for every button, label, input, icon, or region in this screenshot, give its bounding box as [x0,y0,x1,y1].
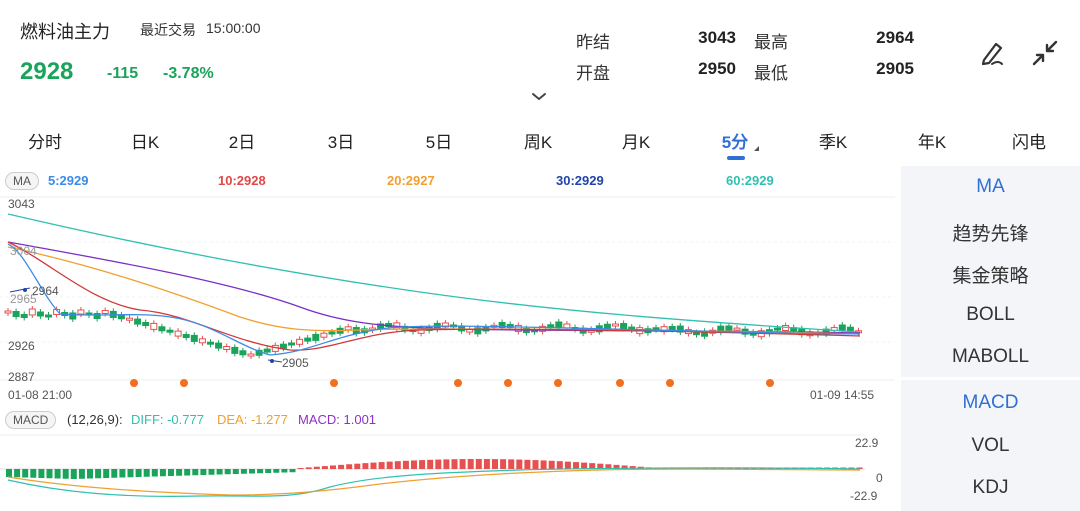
indicator-vol[interactable]: VOL [971,435,1010,456]
ma10-value: 10:2928 [218,173,266,188]
high-value: 2964 [876,28,914,47]
indicator-maboll[interactable]: MABOLL [951,346,1030,367]
high-marker-line [9,287,31,293]
tab-2day[interactable]: 2日 [228,133,256,152]
open-value: 2950 [698,59,736,78]
indicator-capital[interactable]: 集金策略 [952,266,1029,287]
sub-indicator-block [901,380,1080,511]
tab-day-k[interactable]: 日K [130,133,160,152]
tab-3day[interactable]: 3日 [327,133,355,152]
ma10-line [7,241,861,351]
draw-pen-icon[interactable] [978,38,1008,68]
macd-badge[interactable]: MACD [5,411,57,429]
indicator-macd[interactable]: MACD [962,392,1019,413]
y-label-3004: 3004 [10,244,37,258]
ma5-line [7,243,861,356]
tab-5min[interactable]: 5分 [721,133,749,152]
low-marker-label: 2905 [282,356,309,370]
chevron-down-icon[interactable] [531,92,547,102]
x-label-start: 01-08 21:00 [8,388,73,402]
main-indicator-block [901,166,1080,377]
active-tab-indicator [727,156,745,160]
prev-settle-value: 3043 [698,28,736,47]
macd-diff: DIFF: -0.777 [131,412,204,427]
tab-flash[interactable]: 闪电 [1012,133,1046,152]
y-label-bottom: 2887 [8,370,35,384]
quote-header: 燃料油主力 最近交易 15:00:00 2928 -115 -3.78% 昨结 … [0,0,1080,110]
indicator-trend[interactable]: 趋势先锋 [952,224,1029,245]
contract-title: 燃料油主力 [20,22,110,42]
macd-y-zero: 0 [876,471,883,485]
y-label-2926: 2926 [8,339,35,353]
macd-y-top: 22.9 [855,436,879,450]
ma20-value: 20:2927 [387,173,435,188]
tab-week-k[interactable]: 周K [523,133,553,152]
y-label-2965: 2965 [10,292,37,306]
indicator-kdj[interactable]: KDJ [972,477,1009,498]
open-label: 开盘 [576,64,610,83]
indicator-ma[interactable]: MA [976,176,1005,197]
low-value: 2905 [876,59,914,78]
indicator-boll[interactable]: BOLL [966,304,1015,325]
macd-params: (12,26,9): [67,412,123,427]
tab-fenshi[interactable]: 分时 [28,133,62,152]
ma60-line [7,213,861,333]
x-label-end: 01-09 14:55 [810,388,875,402]
low-label: 最低 [754,64,788,83]
ma5-value: 5:2929 [48,173,89,188]
price-change: -115 [107,65,139,82]
macd-value: MACD: 1.001 [298,412,377,427]
signal-dots [130,379,774,387]
tab-month-k[interactable]: 月K [621,133,651,152]
macd-diff-line [7,467,861,497]
ma30-value: 30:2929 [556,173,604,188]
prev-settle-label: 昨结 [576,33,610,52]
collapse-arrows-icon[interactable] [1030,38,1060,68]
tab-season-k[interactable]: 季K [818,133,848,152]
high-marker-label: 2964 [32,284,59,298]
ma60-value: 60:2929 [726,173,774,188]
high-marker-dot [23,288,27,292]
tab-dropdown-caret-icon[interactable] [754,146,759,151]
high-label: 最高 [754,33,788,52]
tab-year-k[interactable]: 年K [917,133,947,152]
tab-5day[interactable]: 5日 [425,133,453,152]
macd-dea: DEA: -1.277 [217,412,288,427]
last-price: 2928 [20,58,74,85]
macd-chart[interactable] [0,432,900,511]
trade-label: 最近交易 [140,22,196,38]
ma-badge[interactable]: MA [5,172,39,190]
macd-dea-line [7,468,861,496]
trade-time: 15:00:00 [206,20,261,36]
price-change-pct: -3.78% [163,65,214,82]
indicator-panel: MA 趋势先锋 集金策略 BOLL MABOLL MACD VOL KDJ [901,166,1080,511]
kline-chart[interactable] [0,192,900,402]
y-label-top: 3043 [8,197,35,211]
low-marker-dot [270,359,274,363]
macd-y-bottom: -22.9 [850,489,878,503]
period-tabs: 分时 日K 2日 3日 5日 周K 月K 5分 季K 年K 闪电 [0,120,1080,160]
